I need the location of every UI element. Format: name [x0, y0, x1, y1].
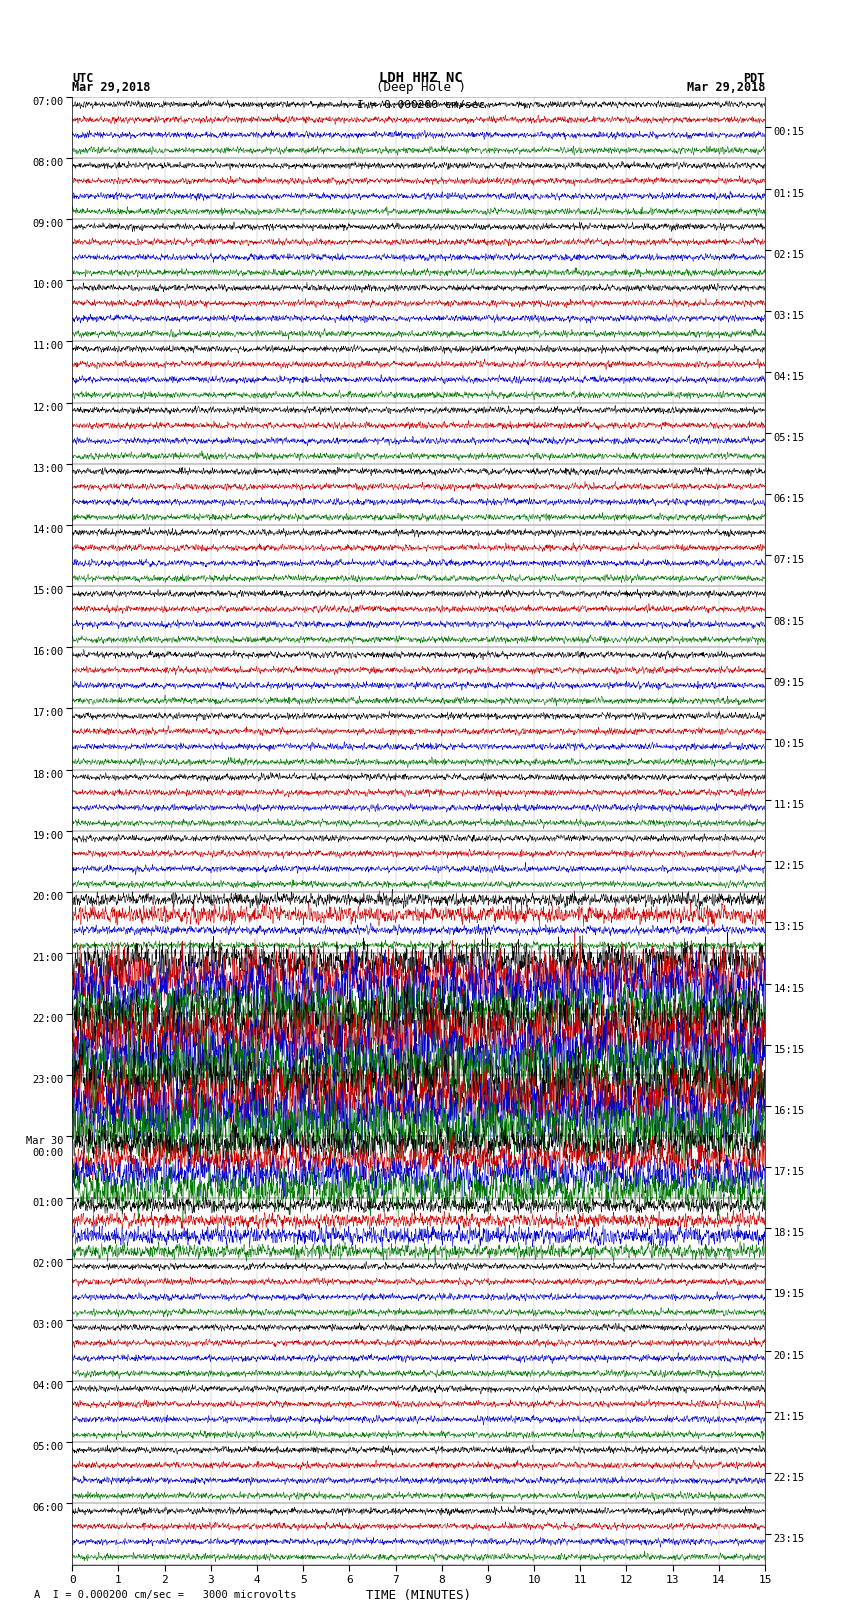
Text: I = 0.000200 cm/sec: I = 0.000200 cm/sec: [357, 100, 484, 110]
Text: Mar 29,2018: Mar 29,2018: [687, 81, 765, 94]
Text: Mar 29,2018: Mar 29,2018: [72, 81, 150, 94]
Text: UTC: UTC: [72, 71, 94, 84]
X-axis label: TIME (MINUTES): TIME (MINUTES): [366, 1589, 471, 1602]
Text: PDT: PDT: [744, 71, 765, 84]
Text: A  I = 0.000200 cm/sec =   3000 microvolts: A I = 0.000200 cm/sec = 3000 microvolts: [34, 1590, 297, 1600]
Text: LDH HHZ NC: LDH HHZ NC: [379, 71, 462, 84]
Text: (Deep Hole ): (Deep Hole ): [376, 81, 466, 94]
